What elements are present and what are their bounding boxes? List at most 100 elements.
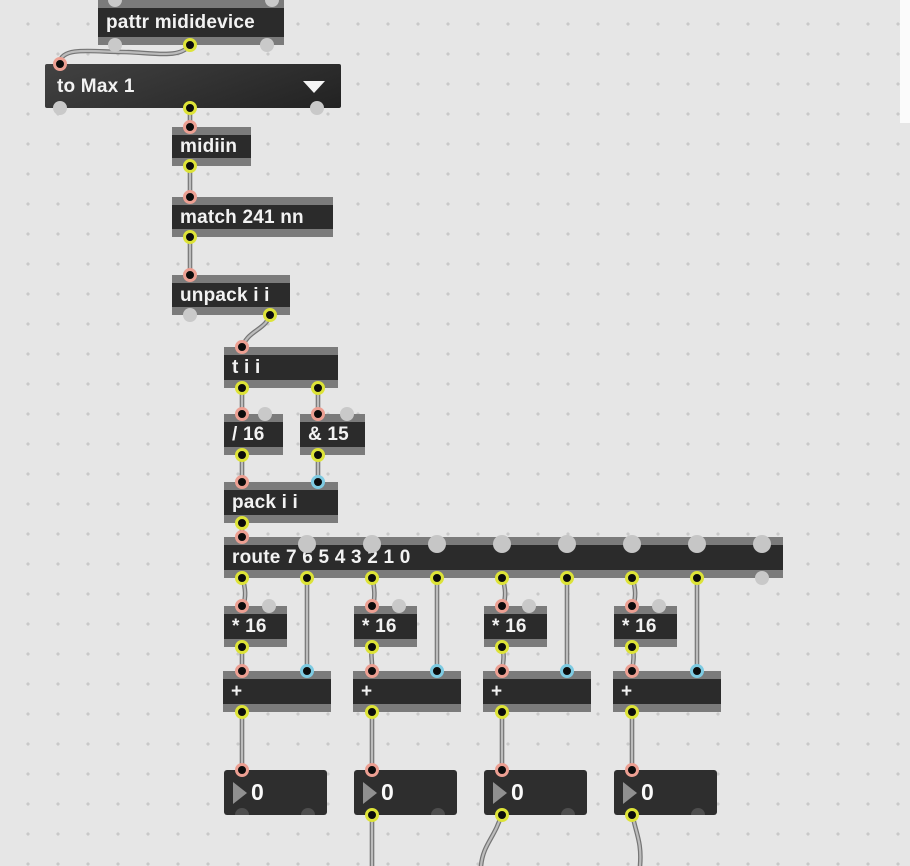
object-box-route[interactable]: route 7 6 5 4 3 2 1 0 [224,530,783,585]
hot-inlet-port[interactable] [625,664,639,678]
unused-inlet-nub[interactable] [623,535,641,553]
outlet-port[interactable] [235,448,249,462]
outlet-port[interactable] [235,705,249,719]
hot-inlet-port[interactable] [311,407,325,421]
unused-outlet-nub[interactable] [260,38,274,52]
hot-inlet-port[interactable] [365,763,379,777]
object-box-multiply-3[interactable]: * 16 [484,599,547,654]
unused-outlet-nub[interactable] [235,808,249,815]
patch-cord[interactable] [57,41,193,65]
outlet-port[interactable] [495,808,509,822]
right-triangle-icon[interactable] [493,781,507,804]
number-value[interactable]: 0 [251,779,264,805]
object-box-multiply-4[interactable]: * 16 [614,599,677,654]
number-value[interactable]: 0 [511,779,524,805]
outlet-port[interactable] [311,381,325,395]
hot-inlet-port[interactable] [365,664,379,678]
outlet-port[interactable] [495,571,509,585]
outlet-port[interactable] [560,571,574,585]
unused-outlet-nub[interactable] [108,38,122,52]
outlet-port[interactable] [365,640,379,654]
hot-inlet-port[interactable] [365,599,379,613]
outlet-port[interactable] [311,448,325,462]
outlet-port[interactable] [183,230,197,244]
outlet-port[interactable] [183,159,197,173]
unused-outlet-nub[interactable] [431,808,445,815]
hot-inlet-port[interactable] [183,120,197,134]
unused-inlet-nub[interactable] [522,599,536,613]
outlet-port[interactable] [625,571,639,585]
outlet-port[interactable] [183,38,197,52]
object-box-plus-1[interactable]: + [223,664,331,719]
hot-inlet-port[interactable] [183,268,197,282]
unused-outlet-nub[interactable] [755,571,769,585]
unused-outlet-nub[interactable] [310,101,324,115]
hot-inlet-port[interactable] [235,340,249,354]
unused-outlet-nub[interactable] [301,808,315,815]
hot-inlet-port[interactable] [495,599,509,613]
object-box-pattr[interactable]: pattr mididevice [98,0,284,52]
outlet-port[interactable] [235,640,249,654]
outlet-port[interactable] [365,705,379,719]
cold-inlet-port[interactable] [311,475,325,489]
object-box-plus-2[interactable]: + [353,664,461,719]
object-box-pack[interactable]: pack i i [224,475,338,530]
outlet-port[interactable] [365,808,379,822]
chevron-down-icon[interactable] [303,81,325,93]
number-value[interactable]: 0 [641,779,654,805]
unused-inlet-nub[interactable] [258,407,272,421]
outlet-port[interactable] [625,808,639,822]
cold-inlet-port[interactable] [690,664,704,678]
outlet-port[interactable] [495,640,509,654]
object-box-match[interactable]: match 241 nn [172,190,333,244]
hot-inlet-port[interactable] [235,530,249,544]
umenu-dropdown-mididevice[interactable]: to Max 1 [45,57,341,115]
outlet-port[interactable] [263,308,277,322]
unused-inlet-nub[interactable] [262,599,276,613]
object-box-multiply-1[interactable]: * 16 [224,599,287,654]
object-box-midiin[interactable]: midiin [172,120,251,173]
object-box-multiply-2[interactable]: * 16 [354,599,417,654]
cold-inlet-port[interactable] [430,664,444,678]
outlet-port[interactable] [495,705,509,719]
hot-inlet-port[interactable] [235,407,249,421]
outlet-port[interactable] [430,571,444,585]
hot-inlet-port[interactable] [235,599,249,613]
right-triangle-icon[interactable] [233,781,247,804]
hot-inlet-port[interactable] [183,190,197,204]
outlet-port[interactable] [300,571,314,585]
outlet-port[interactable] [690,571,704,585]
object-box-bitand[interactable]: & 15 [300,407,365,462]
outlet-port[interactable] [235,516,249,530]
number-box-4[interactable]: 0 [614,763,717,822]
object-box-divide[interactable]: / 16 [224,407,283,462]
hot-inlet-port[interactable] [495,763,509,777]
unused-inlet-nub[interactable] [363,535,381,553]
hot-inlet-port[interactable] [53,57,67,71]
number-value[interactable]: 0 [381,779,394,805]
right-triangle-icon[interactable] [363,781,377,804]
unused-inlet-nub[interactable] [265,0,279,7]
outlet-port[interactable] [625,705,639,719]
unused-inlet-nub[interactable] [428,535,446,553]
outlet-port[interactable] [183,101,197,115]
hot-inlet-port[interactable] [235,763,249,777]
object-box-trigger[interactable]: t i i [224,340,338,395]
object-box-plus-3[interactable]: + [483,664,591,719]
cold-inlet-port[interactable] [300,664,314,678]
unused-inlet-nub[interactable] [652,599,666,613]
unused-inlet-nub[interactable] [298,535,316,553]
hot-inlet-port[interactable] [235,664,249,678]
number-box-3[interactable]: 0 [484,763,587,822]
unused-inlet-nub[interactable] [558,535,576,553]
cold-inlet-port[interactable] [560,664,574,678]
outlet-port[interactable] [625,640,639,654]
object-box-unpack[interactable]: unpack i i [172,268,290,322]
hot-inlet-port[interactable] [625,763,639,777]
object-box-plus-4[interactable]: + [613,664,721,719]
number-box-2[interactable]: 0 [354,763,457,822]
unused-inlet-nub[interactable] [688,535,706,553]
outlet-port[interactable] [235,381,249,395]
unused-inlet-nub[interactable] [493,535,511,553]
unused-inlet-nub[interactable] [340,407,354,421]
